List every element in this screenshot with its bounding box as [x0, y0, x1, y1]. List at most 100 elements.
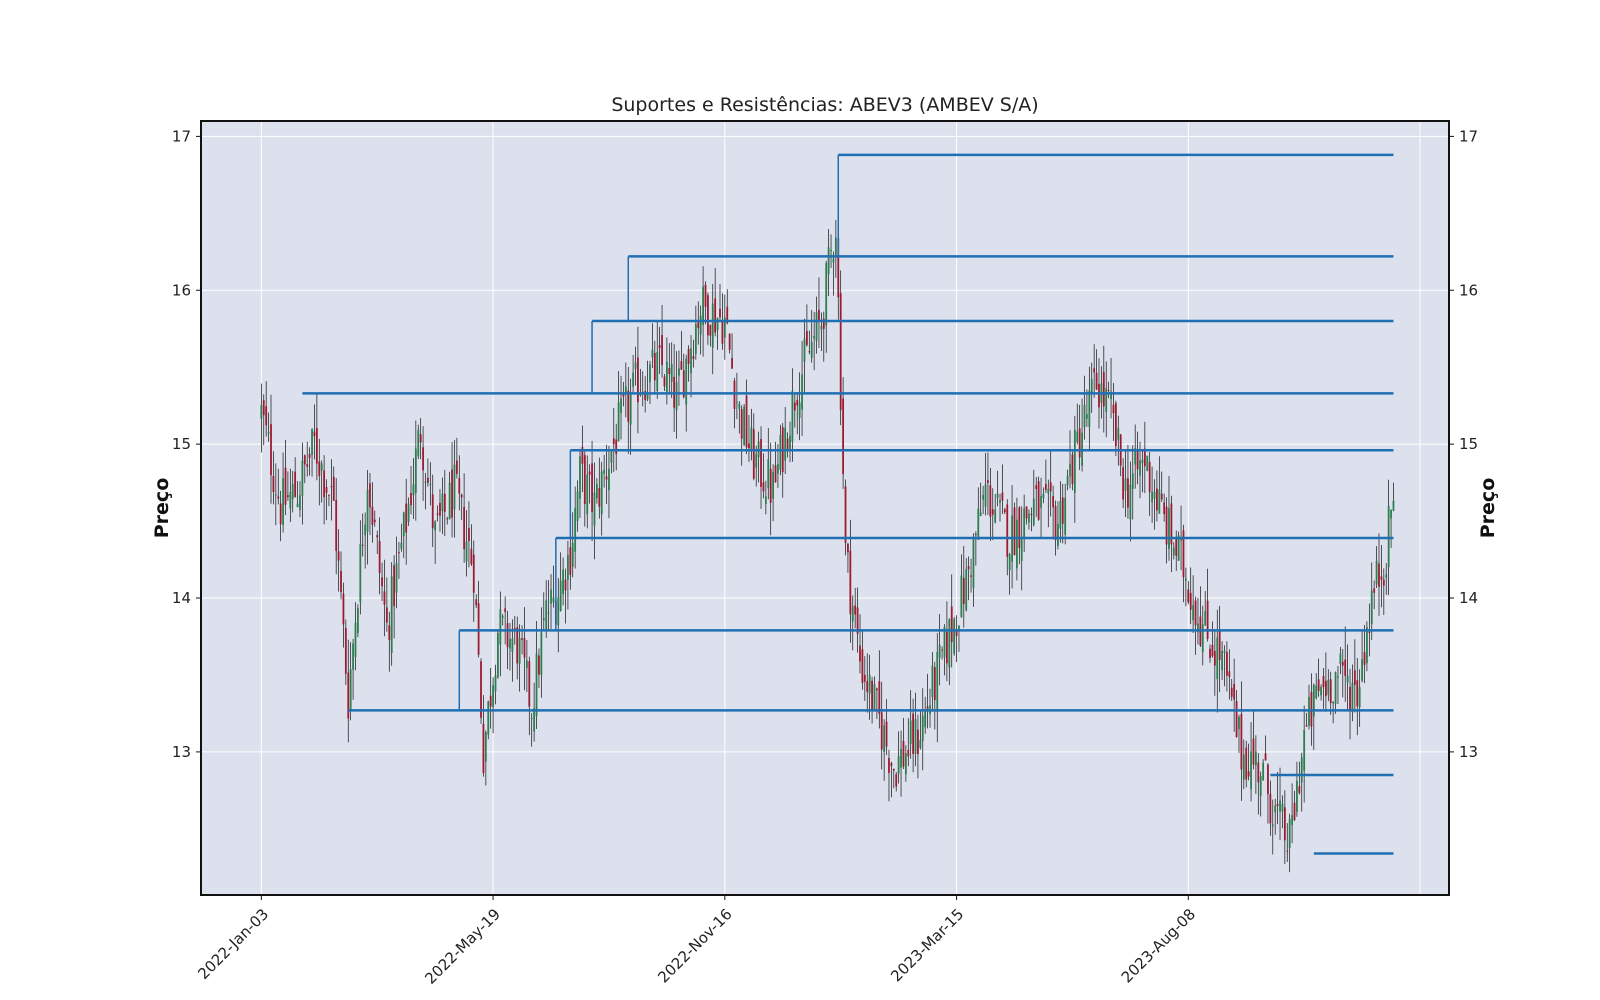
- candle-body: [407, 504, 410, 522]
- candle-body: [1131, 473, 1134, 489]
- candle-body: [731, 357, 733, 369]
- candle-body: [1042, 493, 1045, 498]
- candle-body: [748, 443, 750, 449]
- candle-body: [475, 599, 478, 606]
- candle-body: [1187, 589, 1190, 603]
- candle-body: [398, 552, 400, 554]
- candle-body: [511, 638, 514, 652]
- candle-body: [528, 661, 531, 707]
- x-tick-label: 2022-Nov-16: [654, 905, 735, 986]
- candle-body: [1151, 491, 1153, 503]
- candle-body: [419, 434, 422, 443]
- candle-body: [472, 554, 475, 593]
- candle-body: [427, 477, 429, 483]
- candle-body: [1329, 679, 1332, 704]
- y-tick-label-right: 14: [1459, 589, 1478, 607]
- candle-body: [1057, 523, 1059, 546]
- candle-body: [1124, 478, 1127, 491]
- candle-body: [1090, 378, 1093, 394]
- candle-body: [798, 402, 801, 419]
- candle-body: [820, 325, 823, 330]
- candle-body: [818, 309, 820, 321]
- candle-body: [410, 492, 412, 506]
- candle-body: [955, 629, 958, 637]
- candle-body: [709, 324, 712, 336]
- candle-body: [1044, 484, 1047, 491]
- candle-body: [1353, 670, 1356, 685]
- candle-body: [267, 432, 270, 434]
- candle-body: [719, 308, 721, 318]
- candle-body: [917, 729, 919, 755]
- candle-body: [385, 607, 388, 623]
- candle-body: [663, 376, 666, 387]
- candle-body: [844, 486, 847, 543]
- candle-body: [282, 478, 284, 525]
- candle-body: [567, 555, 569, 580]
- candle-body: [516, 627, 519, 664]
- candle-body: [774, 465, 777, 483]
- candle-body: [357, 608, 359, 633]
- candle-body: [1385, 574, 1388, 578]
- candle-body: [301, 460, 304, 496]
- candle-body: [1247, 771, 1250, 777]
- candle-body: [1194, 600, 1197, 626]
- candle-body: [1356, 680, 1359, 707]
- candle-body: [627, 390, 630, 422]
- candle-body: [545, 600, 548, 630]
- candle-body: [999, 500, 1001, 503]
- candle-body: [875, 688, 878, 691]
- candle-body: [480, 661, 482, 718]
- candle-body: [581, 447, 584, 464]
- candle-body: [1293, 802, 1296, 820]
- candle-body: [685, 358, 688, 405]
- x-tick-label: 2023-Mar-15: [887, 905, 967, 985]
- candle-body: [1368, 631, 1371, 633]
- candle-body: [1093, 368, 1096, 373]
- candle-body: [1252, 738, 1255, 765]
- candle-body: [936, 652, 939, 712]
- candle-body: [412, 484, 415, 496]
- candle-body: [1262, 762, 1265, 781]
- candle-body: [1373, 588, 1376, 593]
- y-tick-label-left: 13: [172, 743, 191, 761]
- candle-body: [260, 405, 263, 419]
- candle-body: [1363, 652, 1366, 665]
- candle-body: [892, 768, 895, 771]
- candle-body: [1076, 431, 1079, 442]
- candle-body: [810, 341, 813, 358]
- candle-body: [1271, 824, 1274, 827]
- candle-body: [1088, 390, 1091, 427]
- candle-body: [417, 429, 420, 457]
- candle-body: [1061, 497, 1064, 524]
- candle-body: [509, 638, 511, 649]
- candle-body: [1213, 650, 1216, 666]
- candle-body: [996, 493, 999, 498]
- candle-body: [422, 447, 424, 471]
- y-tick-label-right: 17: [1459, 127, 1478, 145]
- candle-body: [1049, 482, 1052, 492]
- candle-body: [434, 521, 437, 531]
- candle-body: [586, 474, 589, 515]
- candle-body: [1158, 489, 1161, 514]
- plot-background: [201, 121, 1449, 895]
- candle-body: [388, 625, 391, 640]
- y-axis-label-right: Preço: [1477, 478, 1499, 539]
- candle-body: [1226, 651, 1228, 676]
- candle-body: [1127, 478, 1129, 508]
- candle-body: [1380, 576, 1383, 580]
- candle-body: [315, 428, 318, 464]
- candle-body: [726, 306, 729, 324]
- candle-body: [429, 483, 432, 485]
- candle-body: [381, 577, 383, 587]
- candle-body: [815, 312, 818, 341]
- candle-body: [1040, 496, 1042, 508]
- candle-body: [487, 701, 490, 735]
- candle-body: [265, 406, 268, 426]
- candle-body: [1346, 675, 1349, 683]
- candle-body: [1298, 786, 1301, 794]
- candle-body: [919, 739, 922, 748]
- candle-body: [431, 494, 434, 529]
- candle-body: [760, 439, 762, 487]
- candle-body: [325, 487, 328, 493]
- candle-body: [1209, 648, 1211, 658]
